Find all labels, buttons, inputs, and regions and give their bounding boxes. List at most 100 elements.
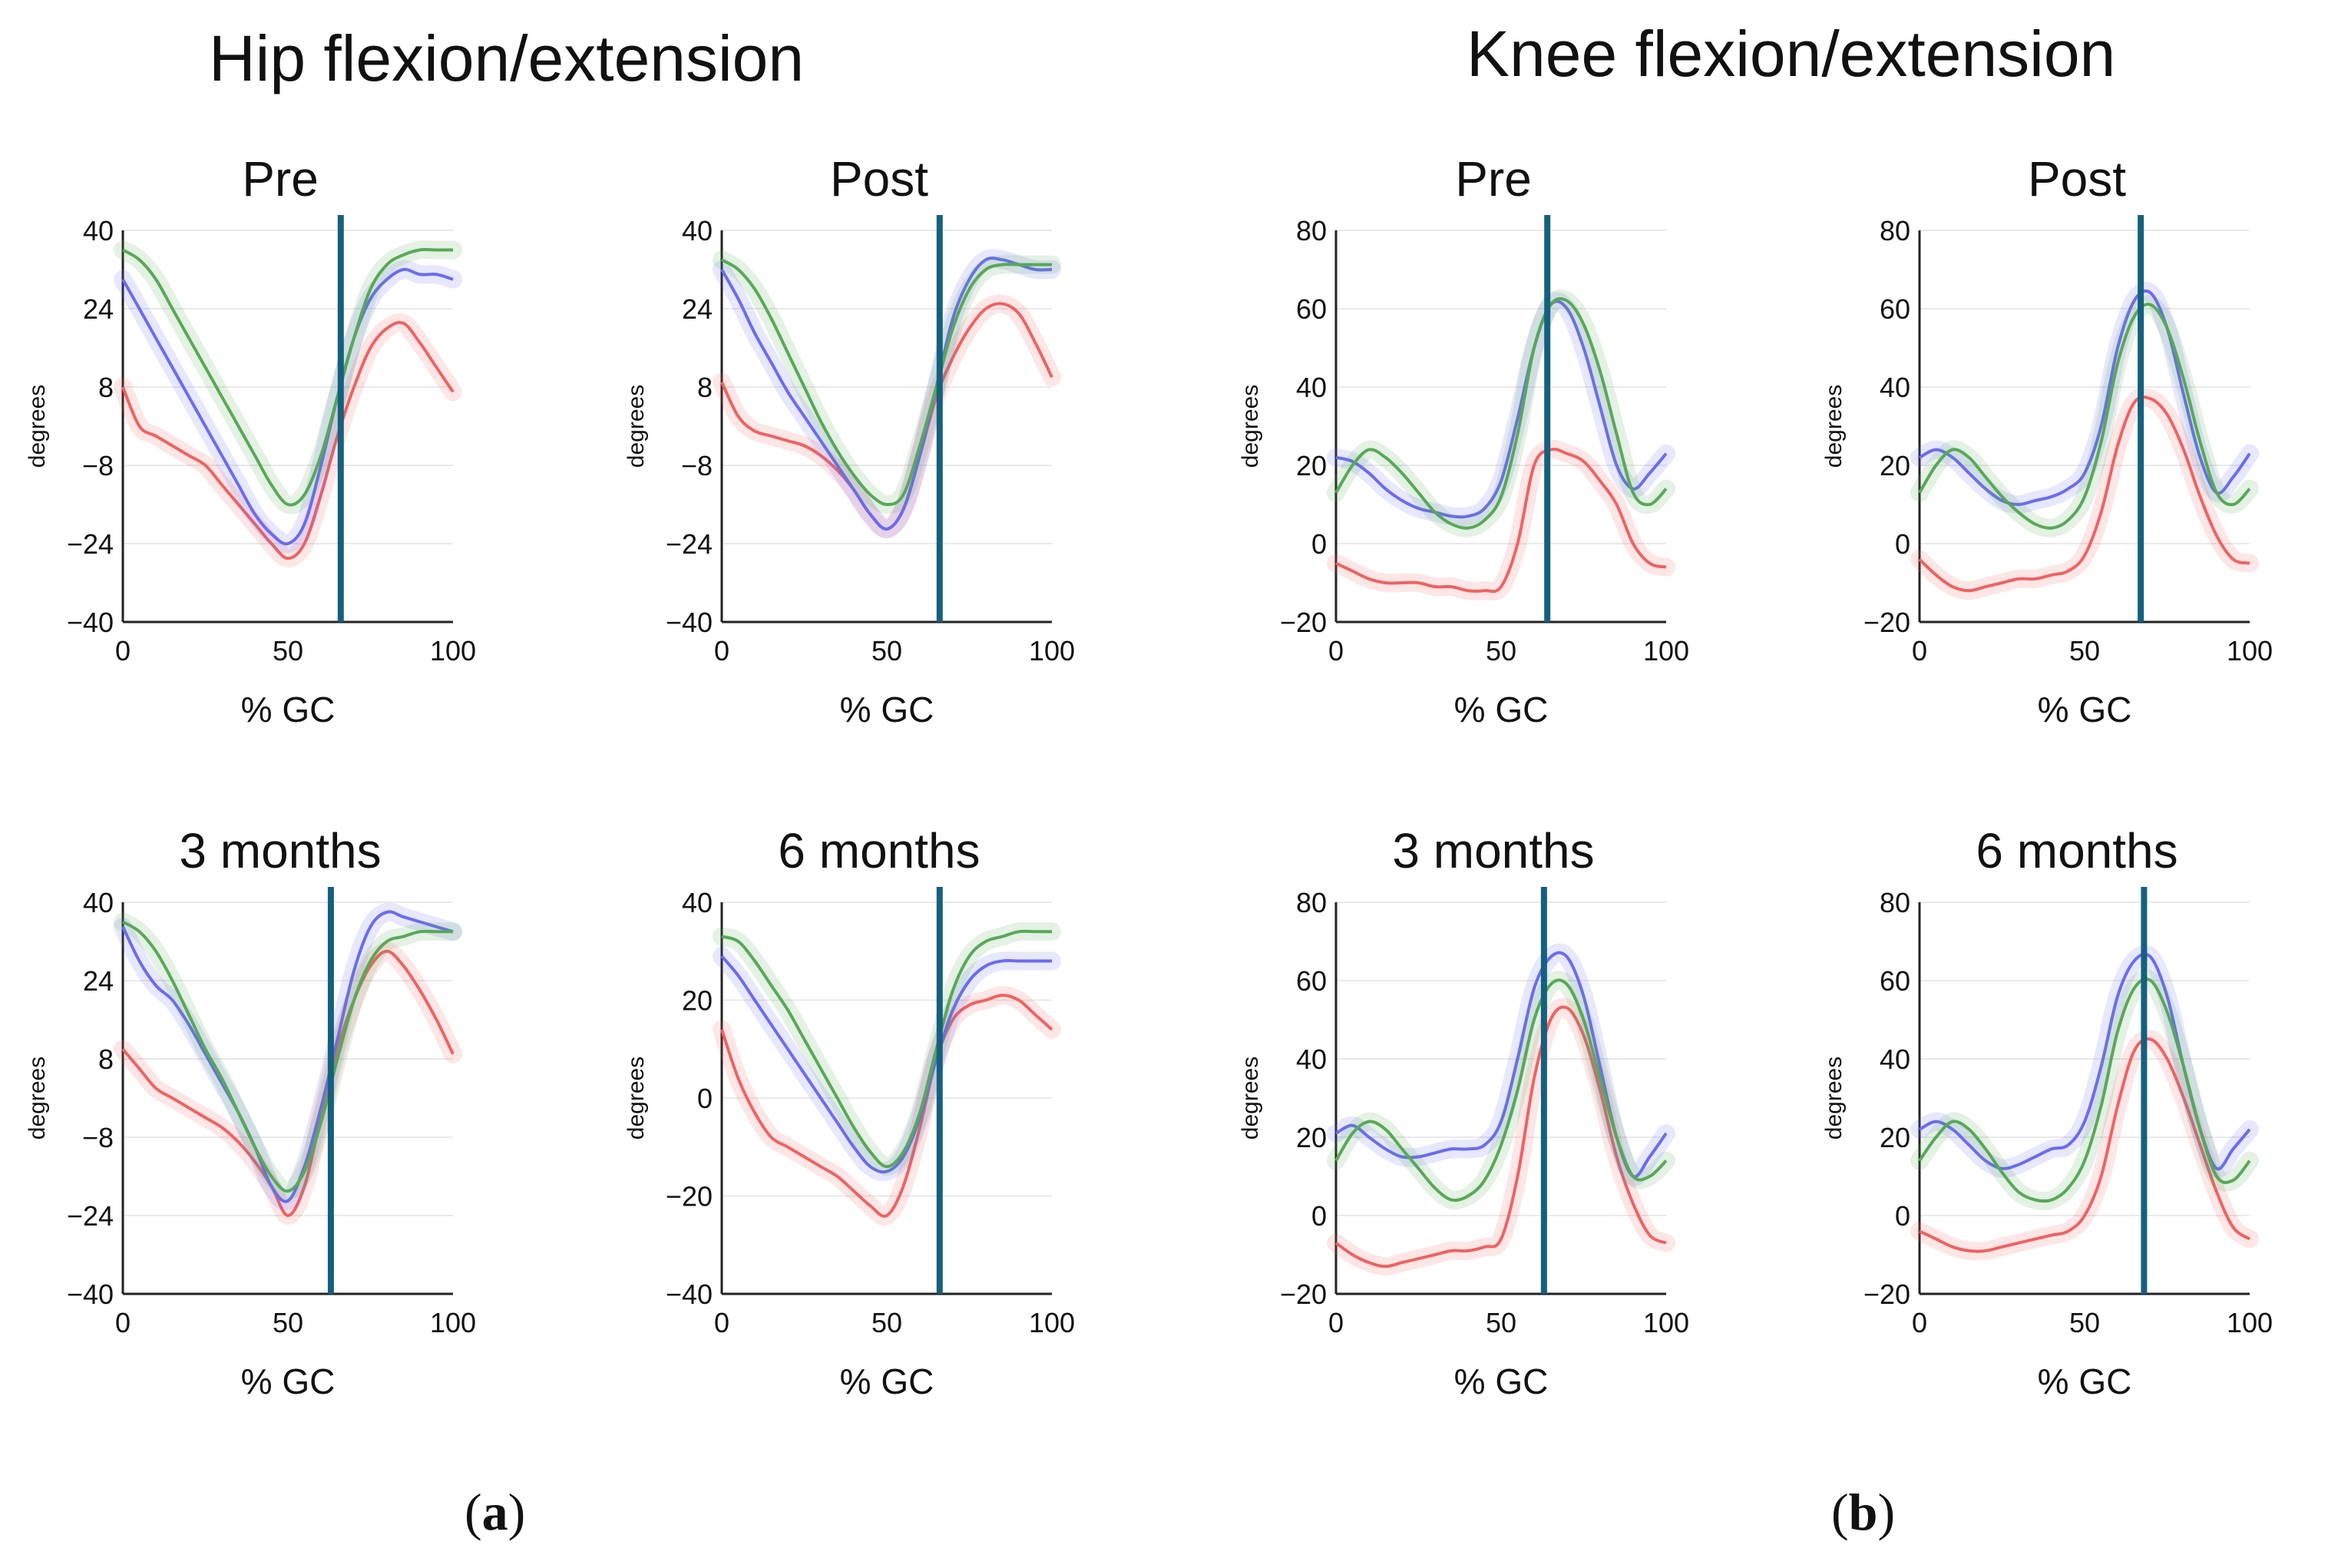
knee-pre-ytick-label: 80 [1296,215,1327,246]
hip-pre-blue-line [121,267,454,546]
hip-3m-title: 3 months [179,825,381,878]
hip-6m-ytick-label: −40 [666,1279,713,1310]
knee-pre-ytick-label: 40 [1296,372,1327,403]
hip-6m-xlabel: % GC [840,1361,934,1401]
knee-post-ytick-label: −20 [1863,607,1910,638]
hip-post-chart: Post −40 −24 −8 8 24 40 0 50 100 degrees % GC [623,154,1075,729]
knee-pre-xlabel: % GC [1454,690,1549,729]
hip-post-ytick-label: 40 [682,215,713,246]
knee-pre-xtick-label: 50 [1486,635,1516,667]
hip-3m-ytick-label: 8 [98,1044,114,1075]
hip-6m-ylabel: degrees [623,1057,649,1140]
knee-post-blue-line [1919,289,2251,506]
knee-6m-ytick-label: 40 [1880,1044,1910,1075]
knee-6m-green-line [1918,977,2251,1203]
knee-3m-ytick-label: 20 [1296,1122,1327,1153]
hip-6m-ytick-label: 20 [682,985,713,1017]
hip-3m-red-line [121,949,455,1217]
hip-post-ytick-label: 24 [682,293,713,325]
knee-pre-ylabel: degrees [1238,385,1263,468]
hip-3m-ylabel: degrees [25,1057,50,1140]
hip-post-ylabel: degrees [623,385,649,468]
hip-3m-blue-line [121,910,454,1203]
panel-letter-a: a [481,1483,508,1541]
hip-pre-ylabel: degrees [25,385,50,468]
knee-pre-ytick-label: 0 [1311,528,1327,560]
hip-6m-red-line [720,994,1053,1218]
knee-3m-green-line [1334,978,1668,1202]
knee-post-ytick-label: 40 [1880,372,1910,403]
knee-6m-ytick-label: 60 [1880,965,1910,997]
hip-3m-green-line [121,920,453,1193]
hip-6m-chart: 6 months −40 −20 0 20 40 0 50 100 degrees % GC [623,825,1075,1401]
knee-6m-ytick-label: 80 [1880,887,1910,918]
knee-post-ytick-label: 80 [1880,215,1910,246]
knee-post-xlabel: % GC [2038,690,2132,729]
knee-6m-title: 6 months [1976,825,2178,878]
knee-pre-green-line [1334,296,1668,530]
hip-pre-red-line [121,321,455,561]
panel-label-b: (b) [1831,1483,1896,1541]
knee-6m-xtick-label: 0 [1912,1307,1927,1338]
hip-3m-ytick-label: −8 [82,1122,114,1153]
hip-6m-green-line [721,929,1052,1169]
knee-3m-xtick-label: 50 [1486,1307,1516,1338]
hip-post-ytick-label: −24 [666,528,713,560]
knee-6m-ytick-label: −20 [1863,1279,1910,1310]
hip-post-xtick-label: 0 [714,635,729,667]
knee-6m-xlabel: % GC [2038,1361,2132,1401]
knee-3m-red-line [1334,1005,1667,1269]
hip-post-xtick-label: 50 [871,635,902,667]
knee-pre-red-line [1335,447,1667,594]
hip-pre-ytick-label: 8 [98,372,114,403]
hip-post-ytick-label: 8 [697,372,713,403]
hip-post-blue-line [720,256,1053,531]
hip-pre-ytick-label: 24 [83,293,114,325]
knee-3m-ytick-label: 80 [1296,887,1327,918]
hip-6m-ytick-label: −20 [666,1181,713,1212]
knee-pre-xtick-label: 100 [1643,635,1689,667]
knee-pre-ytick-label: 20 [1296,450,1327,481]
hip-6m-blue-line [720,954,1052,1174]
hip-pre-chart: Pre −40 −24 −8 8 24 40 0 50 100 degrees % GC [25,154,476,729]
hip-post-green-line [720,258,1052,506]
knee-pre-ytick-label: 60 [1296,293,1327,325]
hip-3m-ytick-label: 24 [83,965,114,997]
hip-6m-ytick-label: 0 [697,1083,713,1114]
knee-post-red-line [1918,395,2250,593]
hip-6m-xtick-label: 50 [871,1307,902,1338]
knee-3m-xlabel: % GC [1454,1361,1549,1401]
knee-post-ylabel: degrees [1821,385,1847,468]
knee-post-ytick-label: 20 [1880,450,1910,481]
knee-3m-ytick-label: 40 [1296,1044,1327,1075]
hip-3m-ytick-label: −24 [67,1200,114,1232]
knee-6m-red-line [1919,1037,2251,1253]
knee-pre-blue-line [1335,299,1668,519]
knee-post-xtick-label: 0 [1912,635,1927,667]
hip-pre-xtick-label: 50 [273,635,303,667]
hip-post-xlabel: % GC [840,690,934,729]
knee-3m-ytick-label: −20 [1280,1279,1327,1310]
hip-pre-green-line [121,248,453,507]
knee-6m-xtick-label: 100 [2227,1307,2273,1338]
knee-3m-xtick-label: 100 [1643,1307,1689,1338]
knee-6m-ylabel: degrees [1821,1057,1847,1140]
knee-post-ytick-label: 60 [1880,293,1910,325]
knee-pre-xtick-label: 0 [1328,635,1344,667]
hip-6m-title: 6 months [778,825,980,878]
knee-post-xtick-label: 100 [2227,635,2273,667]
hip-pre-ytick-label: −24 [67,528,114,560]
hip-6m-ytick-label: 40 [682,887,713,918]
hip-group-title: Hip flexion/extension [209,22,805,94]
hip-post-xtick-label: 100 [1029,635,1075,667]
hip-post-title: Post [830,154,928,207]
panel-letter-b: b [1848,1483,1878,1541]
hip-pre-xlabel: % GC [241,690,336,729]
hip-pre-ytick-label: 40 [83,215,114,246]
knee-3m-ytick-label: 0 [1311,1200,1327,1232]
